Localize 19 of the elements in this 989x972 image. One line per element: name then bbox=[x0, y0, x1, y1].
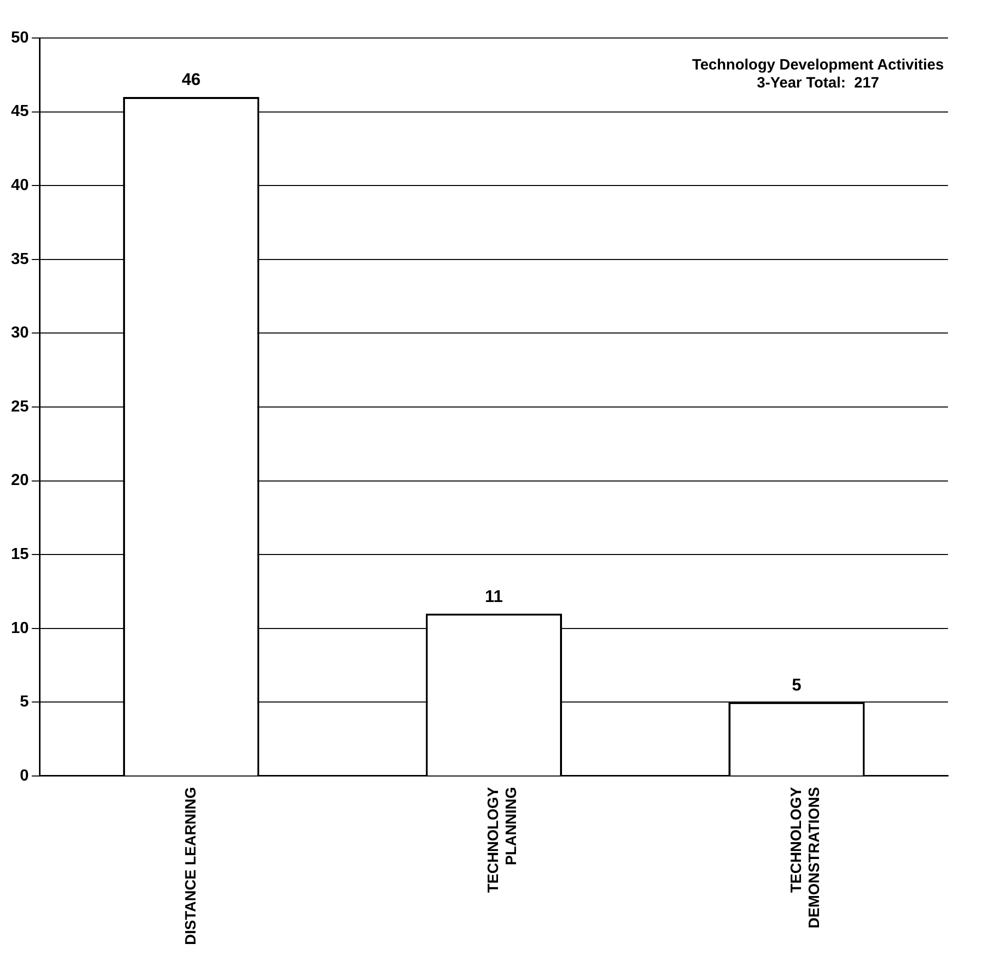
y-tick-label: 35 bbox=[11, 250, 29, 268]
y-tick-label: 25 bbox=[11, 398, 29, 416]
annotation: 3-Year Total: 217 bbox=[756, 74, 880, 92]
data-label: 46 bbox=[182, 70, 201, 90]
y-tick-label: 20 bbox=[11, 472, 29, 490]
y-tick-label: 40 bbox=[11, 176, 29, 194]
data-label: 11 bbox=[484, 586, 503, 606]
y-tick-label: 10 bbox=[11, 620, 29, 637]
x-tick-label: TECHNOLOGY PLANNING bbox=[485, 786, 520, 893]
y-tick-label: 5 bbox=[20, 694, 29, 711]
y-tick-label: 50 bbox=[11, 29, 29, 46]
x-tick-label: DISTANCE LEARNING bbox=[182, 786, 200, 946]
annotation: Technology Development Activities bbox=[692, 56, 944, 74]
y-tick-label: 30 bbox=[11, 324, 29, 342]
y-tick-label: 15 bbox=[11, 546, 29, 563]
y-tick-label: 0 bbox=[20, 767, 29, 784]
y-tick-label: 45 bbox=[11, 103, 29, 120]
data-label: 5 bbox=[792, 675, 802, 694]
x-tick-label: TECHNOLOGY DEMONSTRATIONS bbox=[788, 786, 823, 928]
